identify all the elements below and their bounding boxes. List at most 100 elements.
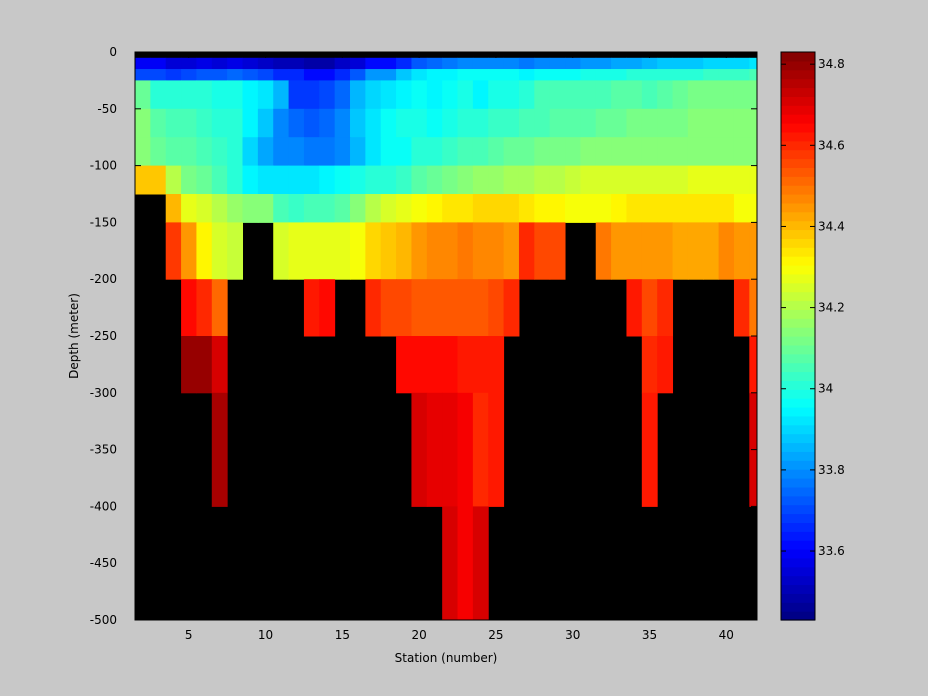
- heatmap-cell: [703, 80, 720, 110]
- heatmap-cell: [196, 69, 213, 81]
- heatmap-cell: [396, 279, 412, 337]
- heatmap-cell: [595, 137, 612, 167]
- heatmap-cell: [411, 69, 428, 81]
- heatmap-cell: [580, 194, 597, 223]
- heatmap-cell: [411, 194, 428, 223]
- heatmap-cell: [380, 69, 397, 81]
- y-tick-label: -500: [90, 613, 117, 627]
- heatmap-cell: [196, 108, 213, 138]
- heatmap-cell: [641, 222, 658, 280]
- colorbar-tick-label: 34: [818, 382, 833, 396]
- heatmap-cell: [488, 165, 505, 195]
- colorbar-segment: [781, 158, 815, 168]
- heatmap-cell: [549, 194, 566, 223]
- colorbar-segment: [781, 211, 815, 222]
- x-tick-label: 40: [719, 628, 734, 642]
- heatmap-cell: [749, 165, 758, 195]
- heatmap-cell: [580, 57, 597, 70]
- colorbar-segment: [781, 300, 815, 310]
- y-tick-label: -50: [97, 102, 117, 116]
- colorbar-segment: [781, 504, 815, 515]
- heatmap-cell: [365, 222, 382, 280]
- heatmap-cell: [257, 57, 274, 70]
- heatmap-cell: [211, 336, 228, 394]
- heatmap-cell: [150, 69, 167, 81]
- heatmap-cell: [273, 194, 290, 223]
- heatmap-cell: [227, 108, 244, 138]
- heatmap-cell: [181, 108, 197, 138]
- heatmap-cell: [626, 57, 643, 70]
- heatmap-cell: [657, 57, 674, 70]
- heatmap-cell: [319, 222, 336, 280]
- heatmap-cell: [211, 222, 228, 280]
- heatmap-cell: [426, 336, 443, 394]
- heatmap-cell: [595, 69, 612, 81]
- heatmap-cell: [380, 57, 397, 70]
- heatmap-cell: [227, 222, 244, 280]
- heatmap-cell: [181, 222, 197, 280]
- x-tick-label: 35: [642, 628, 657, 642]
- colorbar-segment: [781, 602, 815, 612]
- heatmap-cell: [733, 137, 750, 167]
- colorbar-frame: [780, 51, 816, 621]
- heatmap-cell: [611, 137, 627, 167]
- y-tick-label: -100: [90, 159, 117, 173]
- heatmap-cell: [303, 69, 320, 81]
- heatmap-cell: [549, 137, 566, 167]
- colorbar-segment: [781, 185, 815, 195]
- heatmap-cell: [626, 108, 643, 138]
- colorbar-segment: [781, 60, 815, 71]
- heatmap-cell: [657, 194, 674, 223]
- heatmap-cell: [534, 137, 551, 167]
- colorbar-segment: [781, 327, 815, 337]
- heatmap-cell: [242, 57, 259, 70]
- heatmap-cell: [165, 69, 182, 81]
- heatmap-cell: [135, 57, 151, 70]
- heatmap-cell: [211, 57, 228, 70]
- heatmap-cell: [503, 69, 520, 81]
- heatmap-cell: [365, 57, 382, 70]
- colorbar-segment: [781, 415, 815, 426]
- heatmap-cell: [457, 80, 474, 110]
- heatmap-cell: [227, 80, 244, 110]
- y-axis-ticks: 0 -50 -100 -150 -200 -250 -300 -350 -400 -450 -500: [90, 45, 757, 627]
- heatmap-cell: [457, 137, 474, 167]
- heatmap-cell: [641, 137, 658, 167]
- heatmap-cell: [303, 222, 320, 280]
- heatmap-cell: [488, 57, 505, 70]
- heatmap-cell: [211, 165, 228, 195]
- heatmap-cell: [749, 69, 758, 81]
- heatmap-cell: [703, 57, 720, 70]
- heatmap-cell: [457, 392, 474, 507]
- heatmap-cell: [150, 165, 167, 195]
- heatmap-cell: [687, 137, 704, 167]
- heatmap-cell: [288, 57, 305, 70]
- colorbar-segment: [781, 371, 815, 381]
- heatmap-cell: [703, 222, 720, 280]
- heatmap-cell: [626, 279, 643, 337]
- heatmap-cell: [503, 194, 520, 223]
- heatmap-cell: [242, 108, 259, 138]
- colorbar-segment: [781, 265, 815, 275]
- colorbar-segment: [781, 522, 815, 532]
- colorbar-segment: [781, 495, 815, 506]
- heatmap-cell: [211, 108, 228, 138]
- heatmap-cell: [380, 137, 397, 167]
- heatmap-cell: [365, 279, 382, 337]
- heatmap-cell: [257, 137, 274, 167]
- colorbar-segment: [781, 566, 815, 577]
- heatmap-cell: [611, 108, 627, 138]
- colorbar-segment: [781, 176, 815, 186]
- y-tick-label: -250: [90, 329, 117, 343]
- heatmap-cell: [472, 137, 489, 167]
- heatmap-cell: [626, 165, 643, 195]
- x-tick-label: 10: [258, 628, 273, 642]
- heatmap-cell: [472, 279, 489, 337]
- heatmap-cell: [411, 108, 428, 138]
- colorbar-segment: [781, 131, 815, 142]
- colorbar-segment: [781, 380, 815, 390]
- heatmap-cell: [472, 80, 489, 110]
- heatmap-cell: [350, 108, 366, 138]
- heatmap-cell: [749, 279, 758, 337]
- heatmap-cell: [165, 108, 182, 138]
